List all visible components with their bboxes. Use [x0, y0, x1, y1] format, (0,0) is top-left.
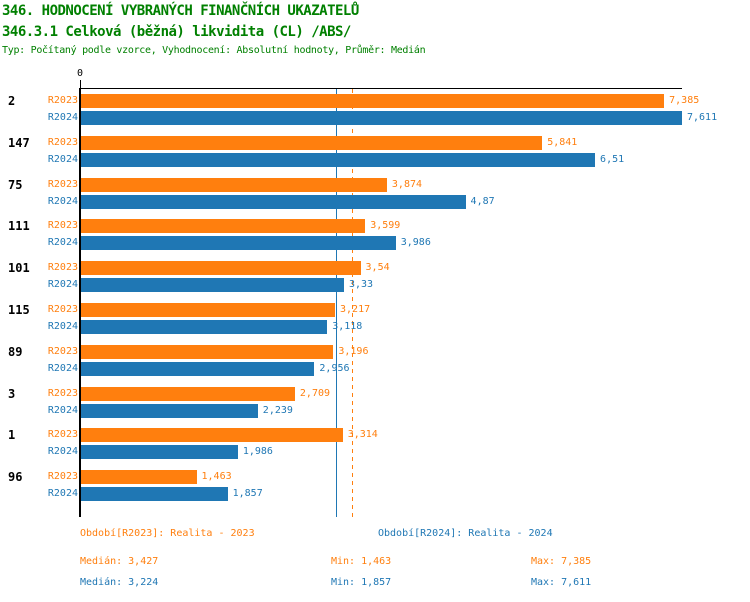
legend-max-r2024: Max: 7,611 — [531, 577, 592, 588]
median-line-r2024 — [335, 89, 337, 517]
bar-r2024-cat-147 — [81, 152, 596, 167]
category-label: 1 — [8, 428, 16, 443]
row-label-r2023: R2023 — [47, 220, 78, 232]
chart-subtitle: Typ: Počítaný podle vzorce, Vyhodnocení:… — [2, 45, 426, 56]
bar-r2023-cat-3 — [81, 386, 295, 401]
bar-r2023-cat-115 — [81, 303, 336, 317]
row-label-r2023: R2023 — [47, 471, 78, 483]
category-label: 96 — [8, 470, 23, 485]
bar-value-label: 4,87 — [470, 195, 495, 207]
bar-value-label: 3,54 — [365, 262, 390, 274]
row-label-r2023: R2023 — [47, 95, 78, 106]
bar-r2023-cat-111 — [81, 219, 366, 234]
bar-r2023-cat-96 — [81, 470, 197, 485]
bar-r2024-cat-1 — [81, 445, 238, 460]
row-label-r2023: R2023 — [47, 429, 78, 441]
bar-value-label: 3,314 — [347, 429, 378, 441]
category-label: 75 — [8, 177, 23, 192]
bar-value-label: 1,857 — [232, 488, 263, 500]
bar-value-label: 2,239 — [262, 404, 293, 416]
legend-period-r2024: Období[R2024]: Realita - 2024 — [378, 528, 553, 539]
bar-value-label: 3,986 — [400, 237, 431, 249]
row-label-r2024: R2024 — [47, 153, 78, 165]
legend-max-r2023: Max: 7,385 — [531, 556, 592, 567]
bar-value-label: 3,118 — [332, 321, 363, 332]
x-axis-zero-tick — [80, 80, 81, 88]
row-label-r2024: R2024 — [47, 404, 78, 416]
bar-r2023-cat-75 — [81, 177, 387, 192]
row-label-r2024: R2024 — [47, 321, 78, 332]
bar-r2023-cat-2 — [81, 94, 665, 108]
row-label-r2024: R2024 — [47, 279, 78, 291]
legend-median-r2023: Medián: 3,427 — [80, 556, 159, 567]
bar-value-label: 1,986 — [242, 446, 273, 458]
bar-r2024-cat-111 — [81, 236, 396, 251]
bar-r2024-cat-101 — [81, 278, 344, 293]
bar-r2023-cat-147 — [81, 135, 543, 150]
row-label-r2023: R2023 — [47, 387, 78, 399]
bar-r2023-cat-89 — [81, 344, 334, 359]
bar-r2024-cat-2 — [81, 111, 682, 125]
x-axis-top-line — [81, 88, 682, 89]
bar-r2024-cat-96 — [81, 487, 228, 502]
bar-r2024-cat-3 — [81, 403, 258, 418]
row-label-r2024: R2024 — [47, 488, 78, 500]
row-label-r2024: R2024 — [47, 446, 78, 458]
category-label: 2 — [8, 94, 16, 108]
category-label: 3 — [8, 386, 16, 401]
legend-min-r2024: Min: 1,857 — [331, 577, 392, 588]
median-line-r2023 — [351, 89, 353, 517]
y-axis-line — [79, 88, 81, 517]
bar-r2024-cat-115 — [81, 320, 328, 334]
bar-value-label: 7,611 — [687, 112, 718, 123]
bar-r2024-cat-75 — [81, 194, 466, 209]
bar-value-label: 3,599 — [370, 220, 401, 232]
category-label: 101 — [8, 261, 30, 276]
legend-min-r2023: Min: 1,463 — [331, 556, 392, 567]
row-label-r2024: R2024 — [47, 195, 78, 207]
bar-value-label: 6,51 — [600, 153, 625, 165]
category-label: 147 — [8, 135, 30, 150]
bar-value-label: 1,463 — [201, 471, 232, 483]
bar-value-label: 7,385 — [669, 95, 700, 106]
row-label-r2023: R2023 — [47, 345, 78, 357]
x-axis-zero-label: 0 — [77, 68, 84, 79]
row-label-r2023: R2023 — [47, 178, 78, 190]
bar-r2024-cat-89 — [81, 361, 315, 376]
chart-title: 346.3.1 Celková (běžná) likvidita (CL) /… — [2, 24, 351, 40]
legend-median-r2024: Medián: 3,224 — [80, 577, 159, 588]
bar-value-label: 5,841 — [547, 136, 578, 148]
row-label-r2023: R2023 — [47, 262, 78, 274]
bar-value-label: 3,196 — [338, 345, 369, 357]
report-title: 346. HODNOCENÍ VYBRANÝCH FINANČNÍCH UKAZ… — [2, 3, 359, 19]
bar-r2023-cat-101 — [81, 261, 361, 276]
row-label-r2023: R2023 — [47, 136, 78, 148]
bar-value-label: 2,709 — [299, 387, 331, 399]
bar-value-label: 2,956 — [319, 362, 350, 374]
category-label: 89 — [8, 344, 23, 359]
bar-value-label: 3,874 — [391, 178, 423, 190]
bar-value-label: 3,217 — [340, 304, 371, 315]
bar-r2023-cat-1 — [81, 428, 343, 443]
bar-value-label: 3,33 — [348, 279, 374, 291]
category-label: 111 — [8, 219, 30, 234]
row-label-r2023: R2023 — [47, 304, 78, 315]
row-label-r2024: R2024 — [47, 237, 78, 249]
row-label-r2024: R2024 — [47, 362, 78, 374]
category-label: 115 — [8, 303, 30, 317]
legend-period-r2023: Období[R2023]: Realita - 2023 — [80, 528, 255, 539]
row-label-r2024: R2024 — [47, 112, 78, 123]
